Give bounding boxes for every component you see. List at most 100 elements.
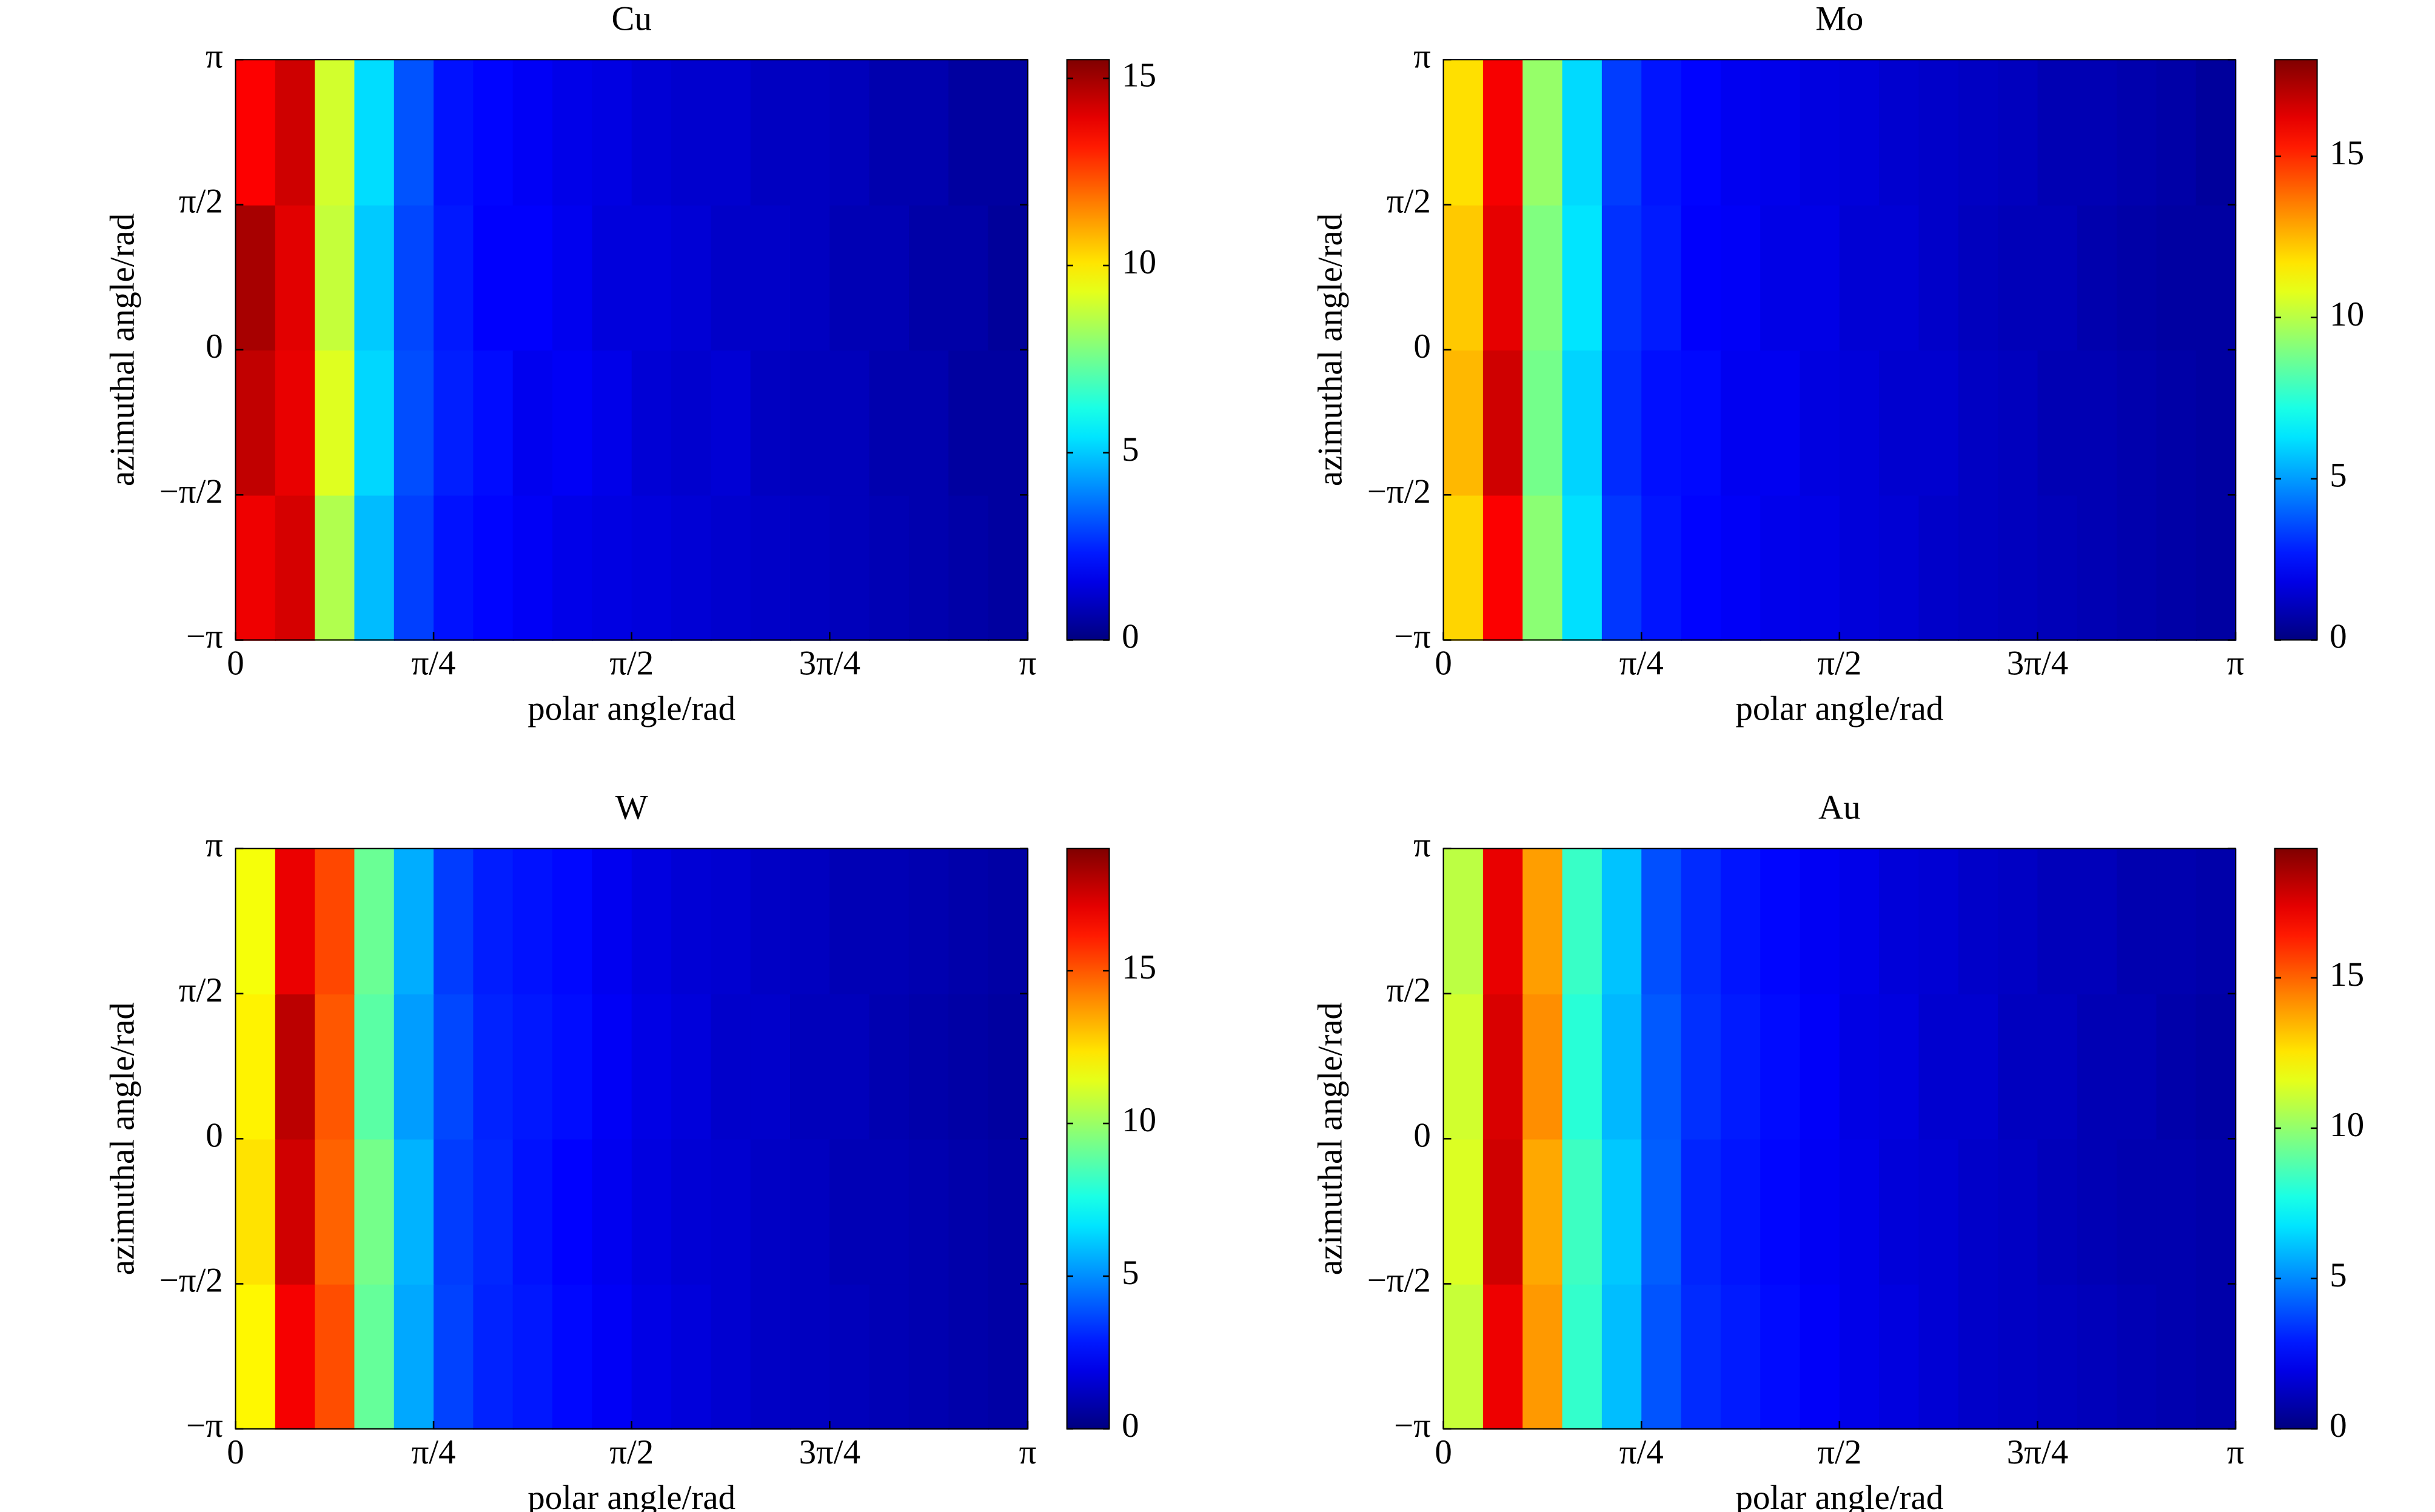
heatmap-cell (1641, 495, 1682, 641)
heatmap-cell (2196, 848, 2237, 995)
heatmap-cell (1482, 59, 1524, 206)
heatmap-cell (2196, 993, 2237, 1140)
x-tick-label: π/4 (1619, 644, 1664, 683)
heatmap-cell (711, 1139, 751, 1285)
heatmap-cell (1998, 1139, 2038, 1285)
heatmap-cell (275, 993, 316, 1140)
heatmap-cell (1918, 204, 1960, 351)
x-tick-label: 3π/4 (2007, 1433, 2068, 1471)
heatmap-cell (1482, 349, 1524, 496)
heatmap-cell (1720, 349, 1761, 496)
heatmap-cell (948, 59, 989, 206)
heatmap-cell (1839, 495, 1880, 641)
heatmap-cell (1720, 848, 1761, 995)
heatmap-cell (512, 1283, 554, 1430)
heatmap-cell (2156, 349, 2197, 496)
heatmap-cell (2037, 59, 2078, 206)
heatmap-cell (1800, 848, 1841, 995)
heatmap-cell (434, 495, 474, 641)
heatmap-cell (354, 349, 395, 496)
heatmap-cell (1918, 59, 1960, 206)
y-tick-label: −π (186, 1407, 223, 1445)
heatmap-cell (2196, 1139, 2237, 1285)
heatmap-cell (869, 349, 910, 496)
heatmap-cell (354, 848, 395, 995)
heatmap-cell (1720, 993, 1761, 1140)
heatmap-cell (1800, 495, 1841, 641)
heatmap-cell (988, 993, 1029, 1140)
heatmap-cell (512, 848, 554, 995)
heatmap-cell (2117, 495, 2157, 641)
heatmap-cell (552, 59, 593, 206)
heatmap-cell (2037, 495, 2078, 641)
heatmap-cell (1800, 993, 1841, 1140)
heatmap-cell (394, 848, 435, 995)
heatmap-cell (1522, 993, 1563, 1140)
heatmap-cell (671, 993, 712, 1140)
colorbar (2274, 848, 2318, 1430)
heatmap-cell (869, 495, 910, 641)
heatmap-cell (2077, 848, 2118, 995)
heatmap-cell (790, 349, 831, 496)
heatmap-cell (1443, 495, 1484, 641)
heatmap-cell (1839, 1283, 1880, 1430)
heatmap-cell (1562, 1139, 1603, 1285)
x-axis-label: polar angle/rad (1735, 690, 1943, 728)
heatmap-cell (1641, 1283, 1682, 1430)
colorbar-tick-label: 15 (1122, 948, 1156, 986)
heatmap-cell (1760, 1283, 1801, 1430)
heatmap-cell (235, 204, 276, 351)
x-tick-label: 3π/4 (799, 644, 860, 683)
heatmap-cell (394, 993, 435, 1140)
heatmap-cell (1918, 848, 1960, 995)
heatmap-cell (1482, 1283, 1524, 1430)
heatmap-cell (1918, 1283, 1960, 1430)
heatmap-cell (1998, 59, 2038, 206)
heatmap-cell (790, 1139, 831, 1285)
heatmap-cell (1443, 993, 1484, 1140)
y-tick-label: −π (1394, 618, 1431, 656)
heatmap-cell (790, 495, 831, 641)
heatmap-cell (631, 204, 672, 351)
y-tick-label: 0 (206, 327, 223, 366)
heatmap-cell (1760, 349, 1801, 496)
y-tick-label: π (1413, 826, 1431, 865)
heatmap-cell (2077, 1283, 2118, 1430)
heatmap-cell (869, 1283, 910, 1430)
heatmap-cell (473, 848, 514, 995)
heatmap-cell (1601, 204, 1643, 351)
heatmap-cell (829, 848, 870, 995)
heatmap-cell (1482, 495, 1524, 641)
heatmap-cell (315, 1139, 355, 1285)
heatmap-cell (790, 59, 831, 206)
heatmap-cell (2077, 349, 2118, 496)
heatmap-cell (235, 59, 276, 206)
heatmap-cell (1601, 59, 1643, 206)
heatmap-cell (473, 993, 514, 1140)
colorbar-tick-label: 15 (2329, 955, 2364, 994)
heatmap-cell (1879, 59, 1920, 206)
y-tick-label: 0 (206, 1116, 223, 1154)
heatmap-cell (631, 349, 672, 496)
heatmap-cell (1601, 349, 1643, 496)
heatmap-cell (473, 349, 514, 496)
heatmap-cell (592, 848, 632, 995)
panel-title: W (615, 789, 648, 827)
y-axis-label: azimuthal angle/rad (103, 213, 141, 486)
heatmap-cell (1443, 349, 1484, 496)
heatmap-cell (552, 1139, 593, 1285)
heatmap-cell (592, 349, 632, 496)
heatmap-cell (1879, 848, 1920, 995)
y-tick-label: π (206, 826, 223, 865)
heatmap-cell (988, 59, 1029, 206)
heatmap-cell (988, 495, 1029, 641)
colorbar-tick-label: 5 (1122, 1254, 1139, 1292)
x-tick-label: π/2 (609, 1433, 654, 1471)
heatmap-cell (1839, 1139, 1880, 1285)
x-tick-label: 0 (1435, 1433, 1452, 1471)
heatmap-cell (790, 993, 831, 1140)
heatmap-cell (988, 204, 1029, 351)
x-tick-label: π/4 (1619, 1433, 1664, 1471)
heatmap-cell (2037, 1283, 2078, 1430)
heatmap-cell (275, 1139, 316, 1285)
